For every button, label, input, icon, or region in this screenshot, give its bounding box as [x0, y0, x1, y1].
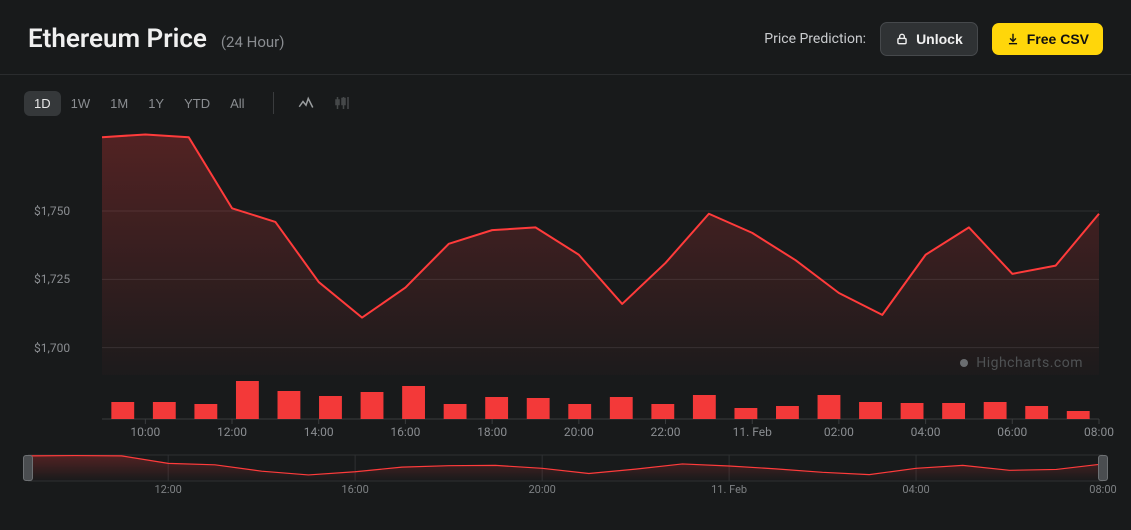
x-axis-label: 02:00 — [824, 425, 854, 439]
header-actions: Price Prediction: Unlock Free CSV — [764, 22, 1103, 56]
price-prediction-label: Price Prediction: — [764, 31, 866, 47]
header: Ethereum Price (24 Hour) Price Predictio… — [0, 0, 1131, 75]
range-button-ytd[interactable]: YTD — [174, 91, 220, 116]
x-axis-label: 22:00 — [651, 425, 681, 439]
brush-x-label: 12:00 — [154, 483, 181, 496]
free-csv-button[interactable]: Free CSV — [992, 23, 1103, 55]
chart-controls: 1D1W1M1YYTDAll — [0, 75, 1131, 125]
title-group: Ethereum Price (24 Hour) — [28, 24, 284, 54]
x-axis-label: 14:00 — [304, 425, 334, 439]
x-axis-label: 06:00 — [997, 425, 1027, 439]
y-axis-label: $1,700 — [34, 341, 70, 355]
range-button-all[interactable]: All — [220, 91, 254, 116]
y-axis-label: $1,725 — [34, 272, 70, 286]
line-chart-icon — [297, 94, 315, 112]
candlestick-chart-toggle[interactable] — [328, 89, 356, 117]
x-axis-label: 16:00 — [390, 425, 420, 439]
lock-icon — [895, 32, 909, 46]
brush-x-label: 04:00 — [902, 483, 929, 496]
unlock-button-label: Unlock — [916, 31, 963, 47]
brush-x-label: 11. Feb — [711, 483, 747, 496]
brush-x-label: 08:00 — [1089, 483, 1116, 496]
brush-x-label: 20:00 — [528, 483, 555, 496]
line-chart-toggle[interactable] — [292, 89, 320, 117]
range-button-1m[interactable]: 1M — [100, 91, 138, 116]
watermark-text: Highcharts.com — [976, 355, 1083, 371]
x-axis-label: 18:00 — [477, 425, 507, 439]
watermark-dot-icon — [960, 359, 968, 367]
navigator-brush[interactable]: 12:0016:0020:0011. Feb04:0008:00 — [28, 453, 1103, 501]
range-button-1d[interactable]: 1D — [24, 91, 61, 116]
range-button-1w[interactable]: 1W — [61, 91, 101, 116]
brush-x-label: 16:00 — [341, 483, 368, 496]
chart-svg — [28, 125, 1103, 435]
unlock-button[interactable]: Unlock — [880, 22, 978, 56]
page-title: Ethereum Price — [28, 24, 207, 54]
controls-divider — [273, 92, 274, 114]
x-axis-label: 12:00 — [217, 425, 247, 439]
free-csv-button-label: Free CSV — [1027, 31, 1089, 47]
download-icon — [1006, 32, 1020, 46]
chart-watermark: Highcharts.com — [960, 355, 1083, 371]
x-axis-label: 10:00 — [130, 425, 160, 439]
brush-handle-right[interactable] — [1098, 455, 1108, 481]
y-axis-label: $1,750 — [34, 204, 70, 218]
chart-container: $1,700$1,725$1,75010:0012:0014:0016:0018… — [0, 125, 1131, 435]
x-axis-label: 08:00 — [1084, 425, 1114, 439]
brush-handle-left[interactable] — [23, 455, 33, 481]
page-subtitle: (24 Hour) — [221, 33, 285, 51]
price-chart[interactable]: $1,700$1,725$1,75010:0012:0014:0016:0018… — [28, 125, 1103, 435]
range-button-group: 1D1W1M1YYTDAll — [24, 91, 255, 116]
x-axis-label: 20:00 — [564, 425, 594, 439]
x-axis-label: 04:00 — [911, 425, 941, 439]
range-button-1y[interactable]: 1Y — [138, 91, 174, 116]
brush-svg — [28, 453, 1103, 501]
x-axis-label: 11. Feb — [733, 425, 772, 439]
candlestick-icon — [333, 94, 351, 112]
